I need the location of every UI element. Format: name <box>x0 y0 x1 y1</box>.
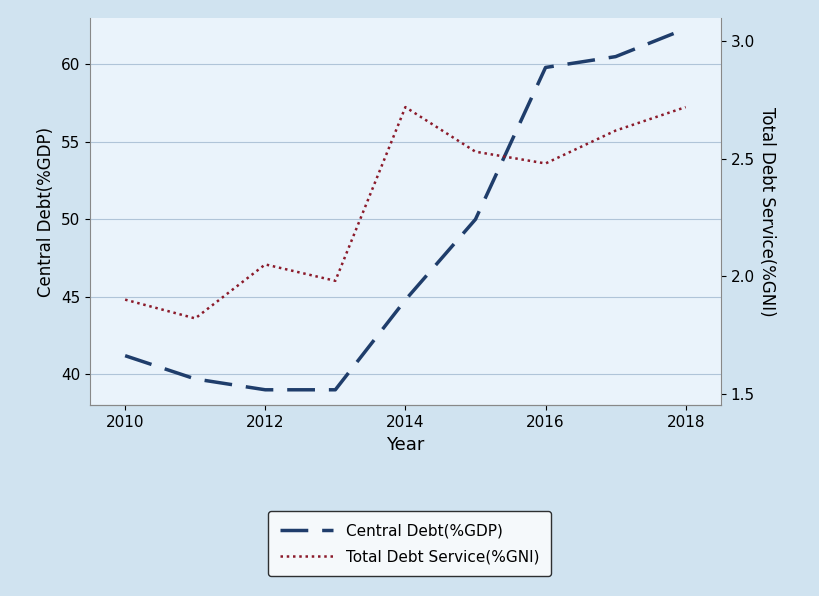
Total Debt Service(%GNI) <box>330 277 340 284</box>
Central Debt(%GDP) <box>120 352 130 359</box>
Total Debt Service(%GNI) <box>681 104 690 111</box>
Total Debt Service(%GNI) <box>611 127 621 134</box>
Central Debt(%GDP) <box>260 386 270 393</box>
Central Debt(%GDP) <box>611 53 621 60</box>
X-axis label: Year: Year <box>387 436 424 454</box>
Line: Total Debt Service(%GNI): Total Debt Service(%GNI) <box>125 107 686 318</box>
Central Debt(%GDP) <box>471 216 481 223</box>
Total Debt Service(%GNI) <box>120 296 130 303</box>
Central Debt(%GDP) <box>330 386 340 393</box>
Central Debt(%GDP) <box>541 64 550 71</box>
Total Debt Service(%GNI) <box>190 315 200 322</box>
Central Debt(%GDP) <box>400 296 410 303</box>
Central Debt(%GDP) <box>190 375 200 383</box>
Legend: Central Debt(%GDP), Total Debt Service(%GNI): Central Debt(%GDP), Total Debt Service(%… <box>268 511 551 576</box>
Line: Central Debt(%GDP): Central Debt(%GDP) <box>125 29 686 390</box>
Total Debt Service(%GNI) <box>400 104 410 111</box>
Y-axis label: Central Debt(%GDP): Central Debt(%GDP) <box>38 126 56 297</box>
Total Debt Service(%GNI) <box>471 148 481 156</box>
Total Debt Service(%GNI) <box>541 160 550 167</box>
Y-axis label: Total Debt Service(%GNI): Total Debt Service(%GNI) <box>758 107 776 316</box>
Total Debt Service(%GNI) <box>260 261 270 268</box>
Central Debt(%GDP) <box>681 25 690 32</box>
